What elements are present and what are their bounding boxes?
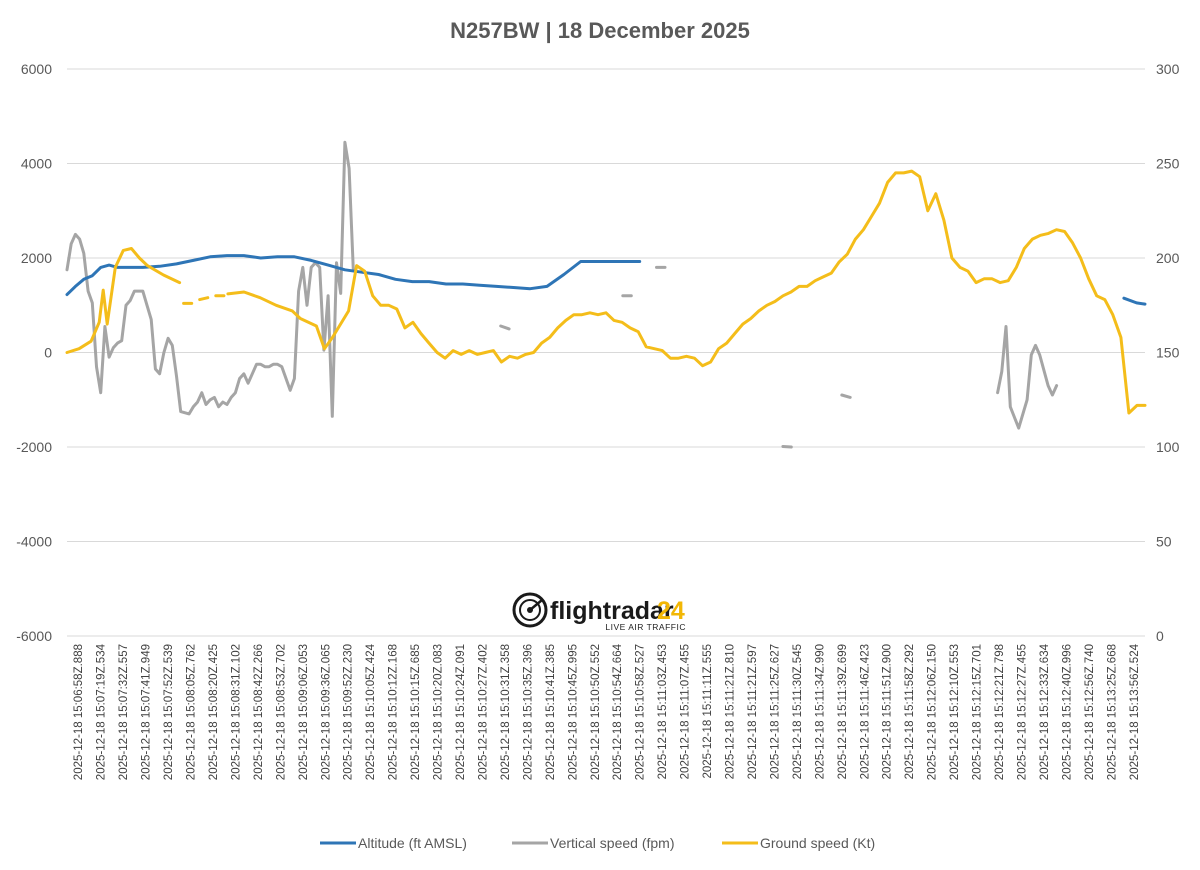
series-2 xyxy=(65,169,1147,415)
x-tick-label: 2025-12-18 15:10:24Z.091 xyxy=(455,644,467,780)
x-tick-label: 2025-12-18 15:12:15Z.701 xyxy=(972,644,984,780)
x-tick-label: 2025-12-18 15:07:52Z.539 xyxy=(163,644,175,780)
y-left-tick-label: 4000 xyxy=(21,156,52,172)
series-line xyxy=(65,140,355,418)
y-axis-right: 300 250 200 150 100 50 0 xyxy=(1156,61,1180,644)
x-tick-label: 2025-12-18 15:09:36Z.065 xyxy=(320,644,332,780)
chart-title: N257BW | 18 December 2025 xyxy=(450,18,750,43)
legend-label: Vertical speed (fpm) xyxy=(550,835,675,851)
logo-number: 24 xyxy=(657,597,685,625)
y-left-tick-label: -2000 xyxy=(16,439,52,455)
x-tick-label: 2025-12-18 15:10:54Z.664 xyxy=(612,643,624,780)
x-tick-label: 2025-12-18 15:11:46Z.423 xyxy=(859,644,871,779)
x-tick-label: 2025-12-18 15:12:27Z.455 xyxy=(1016,644,1028,780)
series-line xyxy=(65,247,182,354)
gridlines xyxy=(67,68,1145,637)
x-tick-label: 2025-12-18 15:08:53Z.702 xyxy=(275,644,287,780)
x-tick-label: 2025-12-18 15:10:50Z.552 xyxy=(590,644,602,780)
series-line xyxy=(198,296,210,302)
x-tick-label: 2025-12-18 15:11:11Z.555 xyxy=(702,644,714,779)
x-tick-label: 2025-12-18 15:11:51Z.900 xyxy=(882,644,894,779)
series-0 xyxy=(65,254,1147,306)
x-tick-label: 2025-12-18 15:11:30Z.545 xyxy=(792,644,804,779)
y-left-tick-label: 2000 xyxy=(21,250,52,266)
y-axis-left: 6000 4000 2000 0 -2000 -4000 -6000 xyxy=(16,61,52,644)
x-tick-label: 2025-12-18 15:11:07Z.455 xyxy=(680,644,692,779)
legend: Altitude (ft AMSL) Vertical speed (fpm) Gr… xyxy=(320,835,875,851)
x-tick-label: 2025-12-18 15:08:05Z.762 xyxy=(186,644,198,780)
x-axis: 2025-12-18 15:06:58Z.888 2025-12-18 15:07… xyxy=(73,643,1141,780)
series-layer xyxy=(65,140,1147,449)
x-tick-label: 2025-12-18 15:10:58Z.527 xyxy=(635,644,647,780)
series-line xyxy=(781,445,793,449)
x-tick-label: 2025-12-18 15:12:21Z.798 xyxy=(994,644,1006,780)
x-tick-label: 2025-12-18 15:11:39Z.699 xyxy=(837,644,849,779)
y-left-tick-label: 6000 xyxy=(21,61,52,77)
series-line xyxy=(996,325,1059,430)
y-right-tick-label: 50 xyxy=(1156,534,1172,550)
y-right-tick-label: 300 xyxy=(1156,61,1180,77)
x-tick-label: 2025-12-18 15:10:27Z.402 xyxy=(477,644,489,780)
x-tick-label: 2025-12-18 15:08:20Z.425 xyxy=(208,644,220,780)
legend-label: Altitude (ft AMSL) xyxy=(358,835,467,851)
x-tick-label: 2025-12-18 15:12:40Z.996 xyxy=(1061,644,1073,780)
y-left-tick-label: 0 xyxy=(44,345,52,361)
x-tick-label: 2025-12-18 15:09:06Z.053 xyxy=(298,644,310,780)
radar-icon xyxy=(512,592,548,628)
x-tick-label: 2025-12-18 15:08:31Z.102 xyxy=(230,644,242,780)
x-tick-label: 2025-12-18 15:10:15Z.685 xyxy=(410,644,422,780)
y-right-tick-label: 250 xyxy=(1156,156,1180,172)
x-tick-label: 2025-12-18 15:10:45Z.995 xyxy=(567,644,579,780)
x-tick-label: 2025-12-18 15:07:19Z.534 xyxy=(96,643,108,780)
x-tick-label: 2025-12-18 15:10:31Z.358 xyxy=(500,644,512,780)
x-tick-label: 2025-12-18 15:12:33Z.634 xyxy=(1039,643,1051,780)
x-tick-label: 2025-12-18 15:11:21Z.810 xyxy=(725,644,737,779)
x-tick-label: 2025-12-18 15:11:34Z.990 xyxy=(814,644,826,779)
series-line xyxy=(65,254,642,297)
x-tick-label: 2025-12-18 15:13:56Z.524 xyxy=(1129,643,1141,780)
x-tick-label: 2025-12-18 15:10:35Z.396 xyxy=(522,644,534,780)
x-tick-label: 2025-12-18 15:10:12Z.168 xyxy=(388,644,400,780)
flightradar24-logo: flightradar 24 LIVE AIR TRAFFIC xyxy=(512,592,686,632)
y-left-tick-label: -4000 xyxy=(16,534,52,550)
x-tick-label: 2025-12-18 15:11:03Z.453 xyxy=(657,644,669,779)
series-line xyxy=(499,324,511,331)
x-tick-label: 2025-12-18 15:09:52Z.230 xyxy=(343,644,355,780)
x-tick-label: 2025-12-18 15:11:21Z.597 xyxy=(747,644,759,779)
y-right-tick-label: 100 xyxy=(1156,439,1180,455)
legend-label: Ground speed (Kt) xyxy=(760,835,875,851)
x-tick-label: 2025-12-18 15:10:41Z.385 xyxy=(545,644,557,780)
series-line xyxy=(226,169,1147,415)
x-tick-label: 2025-12-18 15:08:42Z.266 xyxy=(253,644,265,780)
x-tick-label: 2025-12-18 15:12:56Z.740 xyxy=(1084,644,1096,780)
x-tick-label: 2025-12-18 15:10:05Z.424 xyxy=(365,643,377,780)
y-left-tick-label: -6000 xyxy=(16,628,52,644)
x-tick-label: 2025-12-18 15:07:41Z.949 xyxy=(141,644,153,780)
x-tick-label: 2025-12-18 15:06:58Z.888 xyxy=(73,644,85,780)
x-tick-label: 2025-12-18 15:10:20Z.083 xyxy=(433,644,445,780)
y-right-tick-label: 150 xyxy=(1156,345,1180,361)
x-tick-label: 2025-12-18 15:11:58Z.292 xyxy=(904,644,916,779)
series-line xyxy=(840,393,852,399)
logo-tagline: LIVE AIR TRAFFIC xyxy=(605,622,686,632)
x-tick-label: 2025-12-18 15:13:25Z.668 xyxy=(1106,644,1118,780)
y-right-tick-label: 0 xyxy=(1156,628,1164,644)
x-tick-label: 2025-12-18 15:11:25Z.627 xyxy=(769,644,781,779)
series-line xyxy=(1122,296,1147,306)
x-tick-label: 2025-12-18 15:07:32Z.557 xyxy=(118,644,130,780)
series-1 xyxy=(65,140,1059,449)
x-tick-label: 2025-12-18 15:12:10Z.553 xyxy=(949,644,961,780)
logo-word: flightradar xyxy=(550,597,674,625)
y-right-tick-label: 200 xyxy=(1156,250,1180,266)
x-tick-label: 2025-12-18 15:12:06Z.150 xyxy=(927,644,939,780)
